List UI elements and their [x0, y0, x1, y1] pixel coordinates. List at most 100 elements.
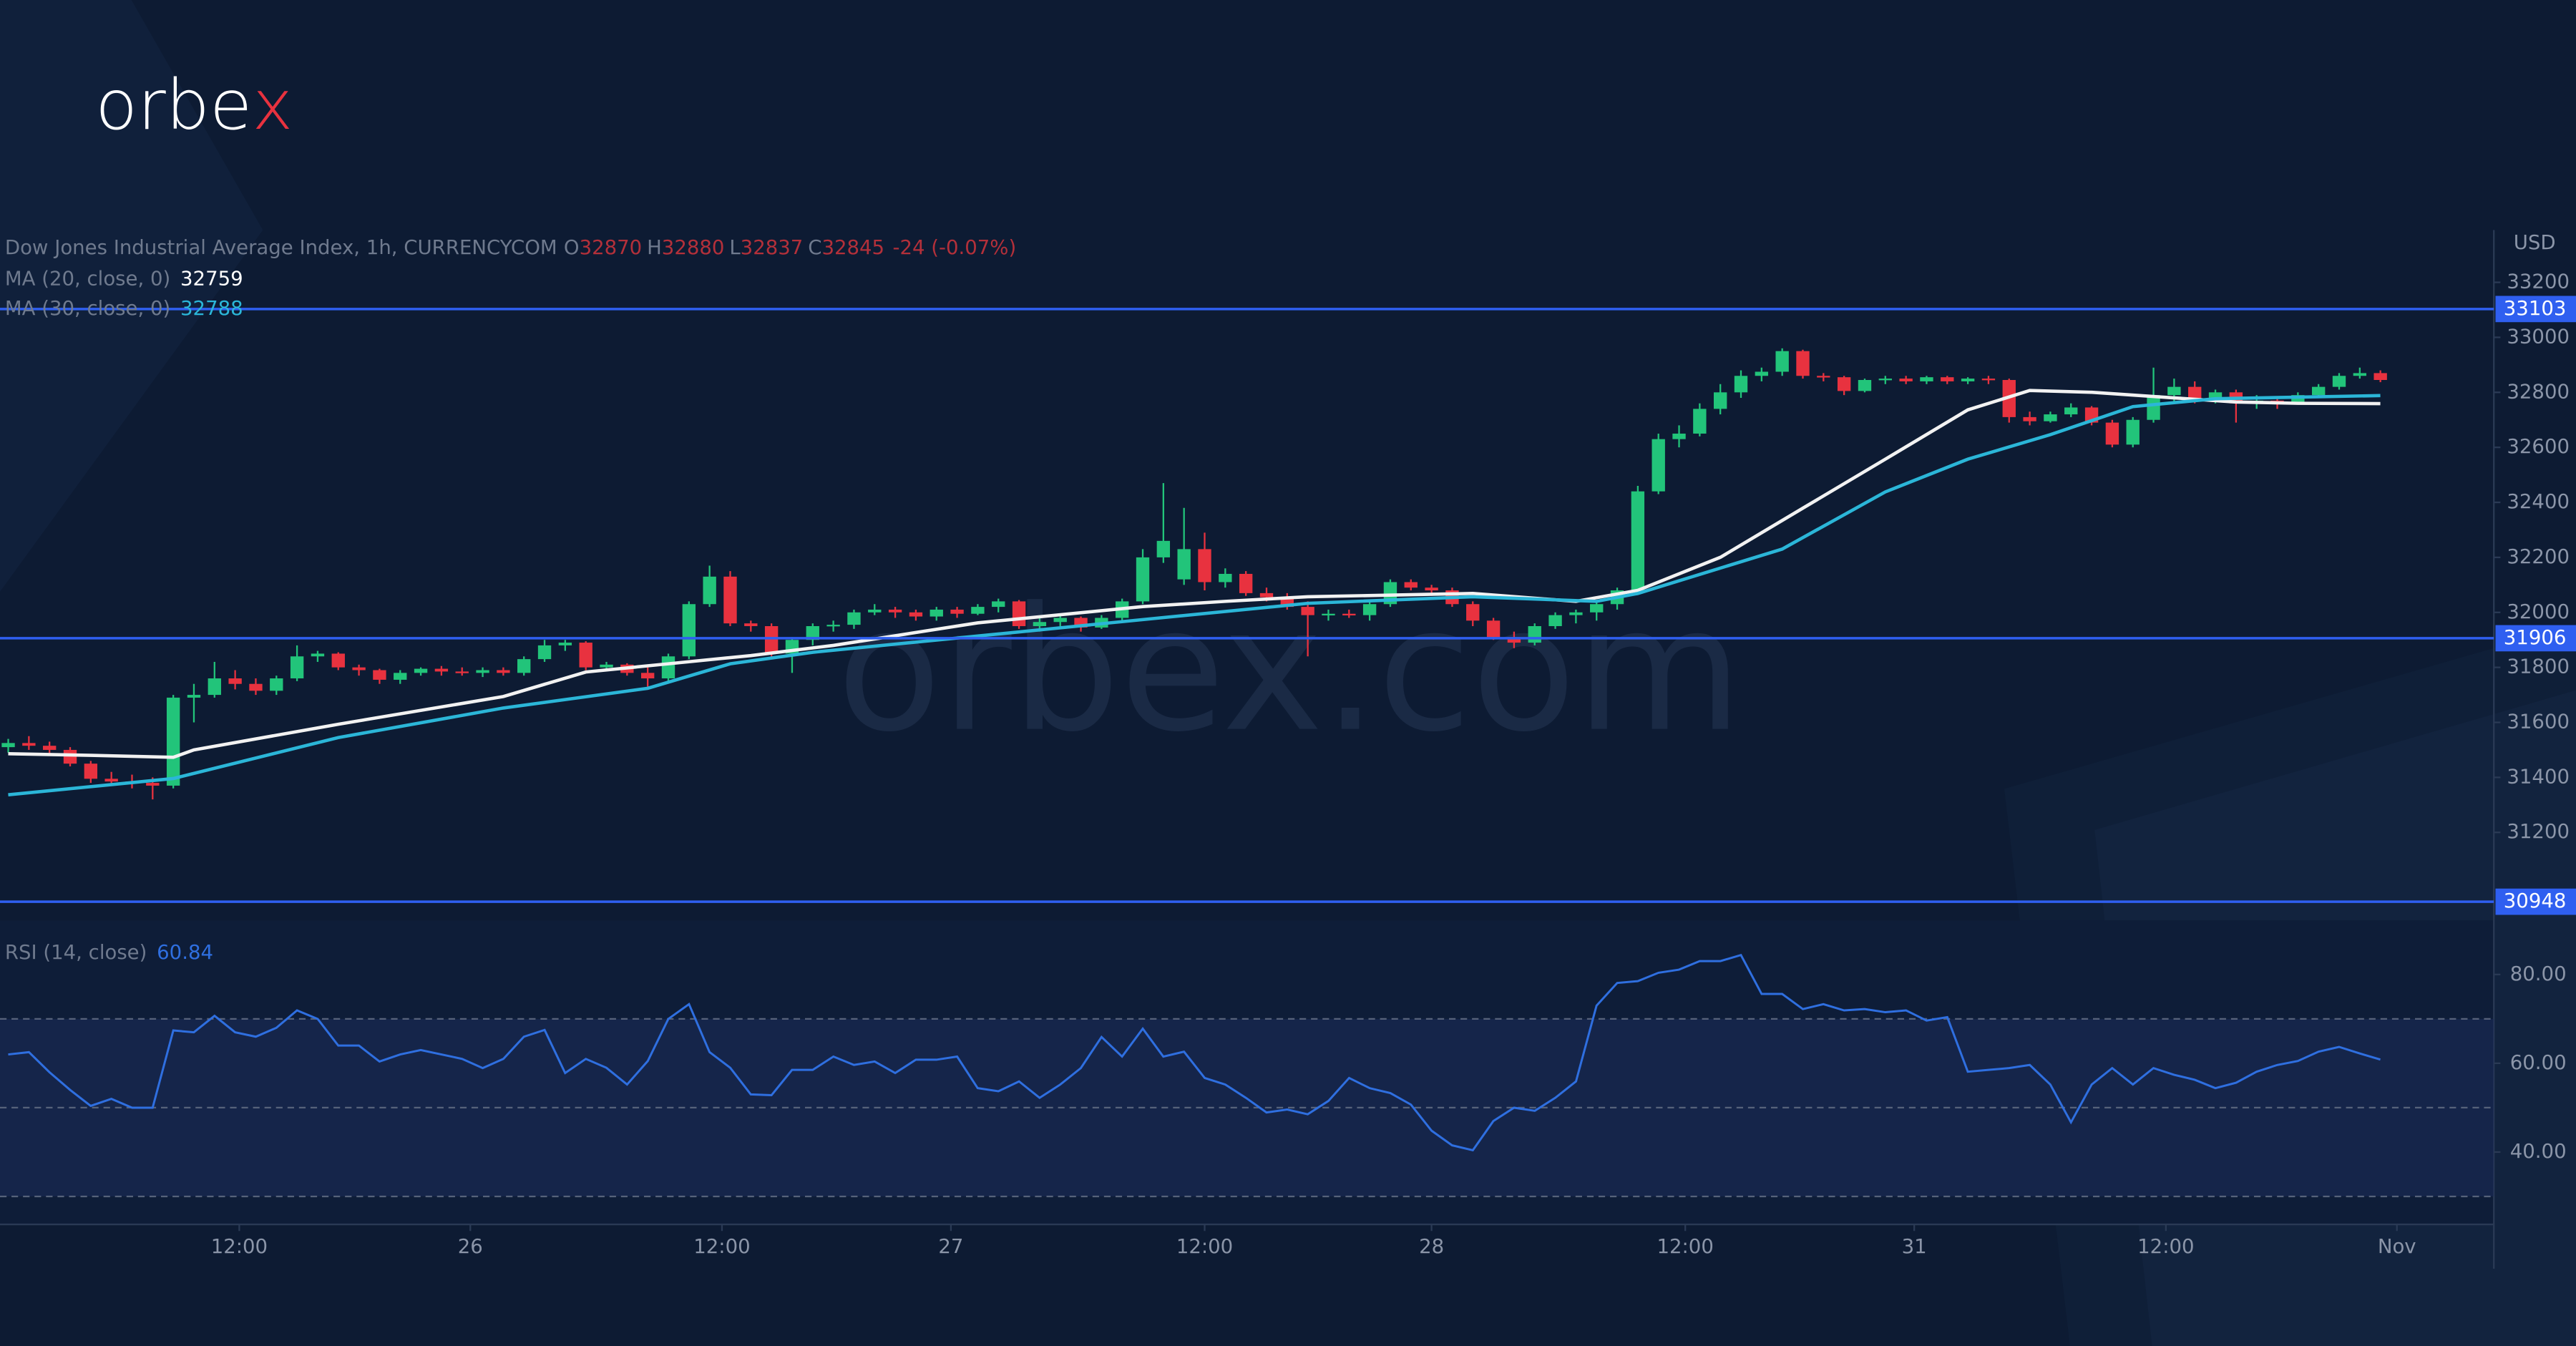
- ma30-legend: MA (30, close, 0) 32788: [5, 297, 243, 320]
- candle-body: [270, 678, 283, 691]
- candle-body: [311, 653, 325, 657]
- y-tick-label: 32200: [2507, 545, 2570, 568]
- candle-body: [2332, 376, 2346, 387]
- candle-body: [1775, 351, 1789, 372]
- x-tick-label: 12:00: [1176, 1235, 1233, 1258]
- candle-body: [888, 609, 902, 613]
- candle-body: [2023, 416, 2036, 421]
- candle-body: [1796, 351, 1810, 376]
- ma20-legend: MA (20, close, 0) 32759: [5, 267, 243, 290]
- candle-body: [1425, 587, 1438, 591]
- candle-body: [1177, 549, 1191, 580]
- candle-body: [1239, 573, 1253, 593]
- symbol: Dow Jones Industrial Average Index, 1h, …: [5, 236, 557, 259]
- low: 32837: [741, 236, 804, 259]
- candle-body: [1672, 433, 1686, 439]
- candle-body: [476, 670, 489, 673]
- logo: orbex: [95, 64, 293, 145]
- rsi-name: RSI (14, close): [5, 941, 147, 964]
- candle-body: [2147, 395, 2160, 420]
- candle-body: [600, 664, 613, 668]
- candle-body: [806, 625, 819, 640]
- candle-body: [1858, 380, 1872, 391]
- candle-body: [579, 643, 592, 668]
- x-tick-label: 12:00: [2137, 1235, 2194, 1258]
- candle-body: [537, 645, 552, 660]
- rsi-value: 60.84: [157, 941, 213, 964]
- candle-body: [764, 625, 779, 654]
- candle-body: [971, 607, 985, 614]
- candle-body: [373, 670, 386, 680]
- candle-body: [1507, 637, 1521, 643]
- change: -24 (-0.07%): [893, 236, 1017, 259]
- x-tick-label: 27: [938, 1235, 963, 1258]
- candle-body: [2373, 373, 2387, 381]
- candle-body: [2188, 386, 2202, 401]
- rsi-tick-label: 80.00: [2510, 962, 2567, 985]
- y-tick-label: 31600: [2507, 711, 2570, 733]
- candle-body: [1, 743, 15, 748]
- candle-body: [434, 668, 449, 672]
- candle-body: [1714, 392, 1727, 409]
- candle-body: [1219, 573, 1232, 582]
- candle-body: [1590, 604, 1604, 613]
- x-tick-label: 26: [458, 1235, 483, 1258]
- candle-body: [1878, 379, 1892, 381]
- ma-line: [8, 394, 2381, 796]
- rsi-line: [8, 953, 2381, 1152]
- candle-body: [1693, 409, 1707, 434]
- candle-body: [1322, 613, 1335, 615]
- candle-body: [1342, 613, 1356, 615]
- candle-body: [661, 656, 675, 679]
- candle-body: [2044, 414, 2057, 421]
- candle-body: [2208, 392, 2223, 401]
- candle-body: [1631, 491, 1645, 591]
- y-tick-label: 32600: [2507, 435, 2570, 458]
- level-label-box: [2495, 625, 2576, 652]
- rsi-tick-label: 60.00: [2510, 1051, 2567, 1074]
- candle-body: [744, 623, 758, 626]
- key: L: [729, 236, 741, 259]
- key: O: [564, 236, 580, 259]
- ma-value: 32788: [180, 297, 243, 320]
- candle-body: [1404, 582, 1418, 588]
- ma-value: 32759: [180, 267, 243, 290]
- candle-body: [847, 612, 861, 625]
- level-label-box: [2495, 296, 2576, 323]
- x-tick-label: 31: [1902, 1235, 1927, 1258]
- ma-line: [8, 389, 2381, 759]
- x-tick-label: 12:00: [1657, 1235, 1713, 1258]
- candle-body: [2311, 386, 2326, 396]
- candle-body: [826, 625, 840, 627]
- candle-body: [1301, 607, 1314, 615]
- candle-body: [1362, 604, 1377, 615]
- candle-body: [1528, 625, 1541, 643]
- candle-body: [1486, 620, 1501, 638]
- x-tick-label: 12:00: [211, 1235, 268, 1258]
- candle-body: [290, 656, 304, 679]
- level-label: 30948: [2504, 889, 2567, 912]
- candle-body: [1156, 540, 1171, 557]
- ma-name: MA (30, close, 0): [5, 297, 170, 320]
- candle-body: [1817, 376, 1830, 378]
- candle-body: [84, 764, 98, 779]
- candle-body: [1033, 622, 1047, 626]
- candle-body: [43, 746, 57, 750]
- candle-body: [352, 667, 366, 670]
- rsi-legend: RSI (14, close) 60.84: [5, 941, 213, 964]
- candle-body: [1548, 615, 1562, 626]
- x-tick-label: Nov: [2378, 1235, 2416, 1258]
- level-label: 31906: [2504, 626, 2567, 649]
- open: 32870: [580, 236, 643, 259]
- candle-body: [1941, 377, 1954, 381]
- candle-body: [1734, 376, 1748, 393]
- y-tick-label: 31800: [2507, 655, 2570, 678]
- candle-body: [1466, 604, 1480, 621]
- candle-body: [22, 743, 36, 746]
- candle-body: [208, 678, 221, 696]
- candle-body: [1259, 592, 1274, 598]
- level-label-box: [2495, 888, 2576, 915]
- candle-body: [1981, 379, 1996, 381]
- decor: [0, 0, 263, 592]
